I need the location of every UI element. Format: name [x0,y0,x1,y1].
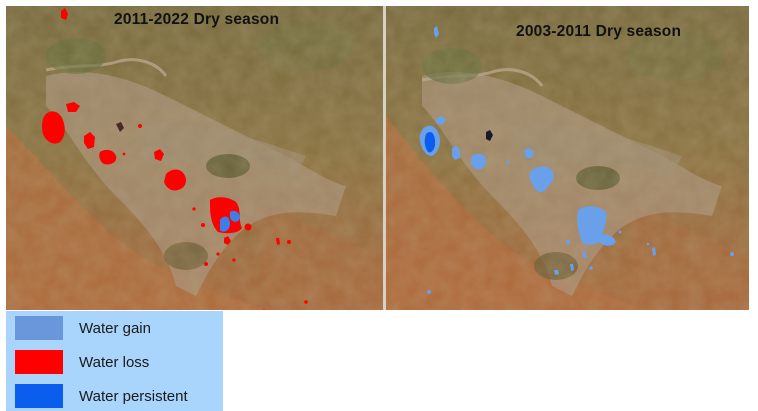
satellite-map-2003-2011 [386,6,749,310]
water-gain-swatch [15,316,63,340]
map-title: 2011-2022 Dry season [114,11,280,28]
map-title: 2003-2011 Dry season [516,23,682,40]
legend-label: Water loss [79,353,150,371]
legend-item-water-persistent: Water persistent [15,384,188,408]
water-persistent-swatch [15,384,63,408]
panel-divider [383,6,386,310]
satellite-map-2011-2022 [6,6,383,310]
map-legend: Water gain Water loss Water persistent [6,311,223,411]
map-panel-2011-2022: 2011-2022 Dry season [6,6,383,310]
water-persistent-areas [220,210,240,232]
legend-item-water-loss: Water loss [15,350,149,374]
water-loss-swatch [15,350,63,374]
legend-label: Water persistent [79,387,188,405]
legend-label: Water gain [79,319,151,337]
water-persistent-areas [424,132,436,153]
legend-item-water-gain: Water gain [15,316,151,340]
map-panel-2003-2011: 2003-2011 Dry season [386,6,749,310]
water-loss-areas [42,8,308,310]
